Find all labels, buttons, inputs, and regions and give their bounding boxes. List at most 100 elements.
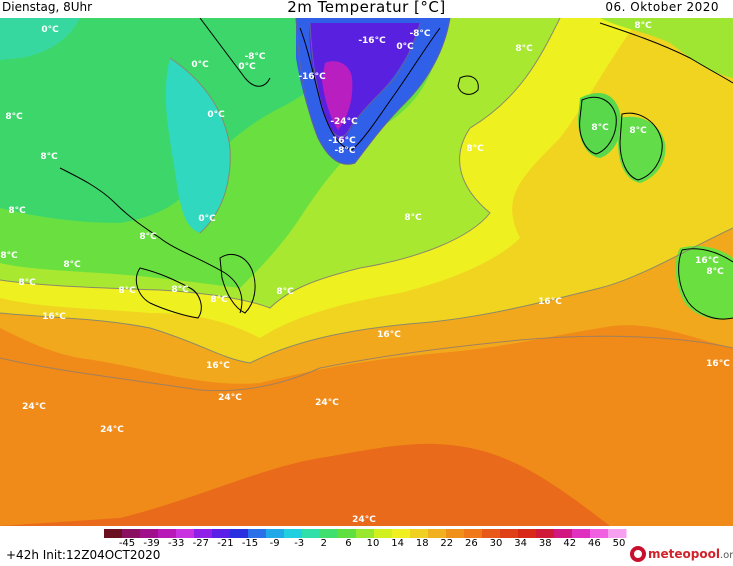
- colorbar-swatch: [104, 529, 123, 538]
- colorbar-swatch: [590, 529, 609, 538]
- colorbar-swatch: [212, 529, 231, 538]
- forecast-time-label: Dienstag, 8Uhr: [2, 0, 93, 14]
- colorbar-swatch: [284, 529, 303, 538]
- colorbar-tick-label: -33: [168, 538, 184, 546]
- colorbar-swatch: [230, 529, 249, 538]
- colorbar-tick-label: 18: [416, 538, 429, 546]
- isotherm-0: [169, 57, 231, 234]
- colorbar-tick-label: 46: [588, 538, 601, 546]
- map-header: Dienstag, 8Uhr 2m Temperatur [°C] 06. Ok…: [0, 0, 733, 18]
- colorbar-tick-label: -45: [119, 538, 135, 546]
- britain-land: [618, 116, 666, 183]
- colorbar-tick-label: 34: [514, 538, 527, 546]
- colorbar-swatch: [338, 529, 357, 538]
- temperature-label: 16°C: [377, 330, 401, 340]
- temperature-label: 8°C: [466, 144, 484, 154]
- temperature-label: 8°C: [18, 278, 36, 288]
- colorbar-swatch: [140, 529, 159, 538]
- temperature-label: 8°C: [63, 260, 81, 270]
- temperature-label: -16°C: [358, 36, 386, 46]
- colorbar-swatch: [320, 529, 339, 538]
- temperature-label: 16°C: [42, 312, 66, 322]
- colorbar-tick-label: 30: [490, 538, 503, 546]
- colorbar-swatch: [500, 529, 519, 538]
- temperature-label: -8°C: [409, 29, 430, 39]
- isotherm-8: [0, 18, 561, 309]
- iceland-coast: [457, 75, 479, 95]
- colorbar-swatch: [428, 529, 447, 538]
- temperature-label: 8°C: [40, 152, 58, 162]
- temperature-label: 16°C: [206, 361, 230, 371]
- logo-name: meteopool: [648, 547, 720, 561]
- map-footer: -45 -39 -33 -27 -21 -15 -9 -3 2 6 10 14 18 22 26 30 34 38…: [0, 526, 733, 566]
- colorbar-swatch: [446, 529, 465, 538]
- colorbar-swatch: [464, 529, 483, 538]
- isotherm-minus8: [295, 18, 451, 165]
- temperature-label: 8°C: [210, 295, 228, 305]
- temperature-label: 16°C: [706, 359, 730, 369]
- meteopool-logo-icon: [630, 546, 646, 562]
- temperature-label: 8°C: [0, 251, 18, 261]
- temperature-map-svg: [0, 18, 733, 526]
- temperature-label: 0°C: [207, 110, 225, 120]
- colorbar: -45 -39 -33 -27 -21 -15 -9 -3 2 6 10 14 18 22 26 30 34 38…: [104, 529, 627, 546]
- colorbar-swatch: [266, 529, 285, 538]
- colorbar-swatch: [158, 529, 177, 538]
- iberia-land: [675, 246, 733, 320]
- temperature-label: -16°C: [298, 72, 326, 82]
- temperature-label: 24°C: [100, 425, 124, 435]
- colorbar-swatch: [554, 529, 573, 538]
- temperature-label: 8°C: [591, 123, 609, 133]
- north-america-coast: [59, 167, 243, 314]
- isotherm-16: [0, 227, 733, 364]
- temperature-label: 0°C: [238, 62, 256, 72]
- temperature-label: 24°C: [218, 393, 242, 403]
- temperature-label: 24°C: [22, 402, 46, 412]
- map-label-layer: 0°C0°C 0°C-8°C-16°C-8°C0°C 8°C8°C-16°C-24°…: [0, 21, 730, 525]
- iberia-coast: [678, 248, 733, 320]
- temperature-label: 8°C: [118, 286, 136, 296]
- colorbar-swatch: [536, 529, 555, 538]
- colorbar-swatch: [122, 529, 141, 538]
- greenland-coldest: [322, 61, 353, 130]
- temperature-label: 8°C: [139, 232, 157, 242]
- cold-labrador: [165, 58, 231, 233]
- greenland-coast: [299, 27, 441, 151]
- colorbar-tick-label: 22: [440, 538, 453, 546]
- temperature-label: -8°C: [334, 146, 355, 156]
- temperature-label: 0°C: [191, 60, 209, 70]
- colorbar-swatch: [608, 529, 627, 538]
- meteopool-logo-text: meteopool.org: [648, 547, 733, 561]
- cold-baffin: [0, 18, 80, 60]
- colorbar-tick-label: 26: [465, 538, 478, 546]
- temperature-label: -16°C: [328, 136, 356, 146]
- temperature-label: 0°C: [396, 42, 414, 52]
- temperature-label: 24°C: [352, 515, 376, 525]
- temperature-label: 16°C: [695, 256, 719, 266]
- temperature-label: 8°C: [706, 267, 724, 277]
- temperature-label: 24°C: [315, 398, 339, 408]
- isotherm-20: [0, 335, 733, 392]
- ireland-coast: [579, 96, 617, 155]
- colorbar-tick-label: -9: [270, 538, 280, 546]
- colorbar-swatch: [518, 529, 537, 538]
- colorbar-tick-label: 14: [391, 538, 404, 546]
- forecast-date: 06. Oktober 2020: [605, 0, 719, 14]
- coastlines: [59, 18, 733, 320]
- nova-scotia-coast: [135, 267, 202, 319]
- britain-coast: [619, 112, 663, 181]
- temperature-label: 8°C: [5, 112, 23, 122]
- scandinavia-coast: [599, 22, 733, 84]
- temperature-label: -8°C: [244, 52, 265, 62]
- temperature-map: 0°C 0°C 0°C -8°C -16°C -8°C 0°C 8°C 8°C -16°C -24°…: [0, 18, 733, 526]
- temperature-label: 8°C: [515, 44, 533, 54]
- colorbar-tick-label: -27: [193, 538, 209, 546]
- temperature-label: 0°C: [41, 25, 59, 35]
- colorbar-swatch: [302, 529, 321, 538]
- baffin-coast: [199, 18, 271, 87]
- map-title: 2m Temperatur [°C]: [287, 0, 446, 16]
- colorbar-tick-label: 10: [367, 538, 380, 546]
- colorbar-swatch: [248, 529, 267, 538]
- isotherm-minus16: [309, 22, 421, 138]
- colorbar-swatch: [374, 529, 393, 538]
